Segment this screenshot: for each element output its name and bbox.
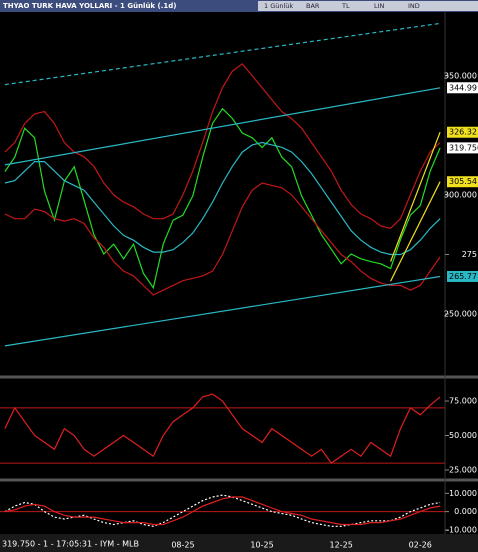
x-tick-label: 08-25	[171, 541, 194, 550]
y-tick-label: 300.000	[444, 190, 477, 199]
toolbar-item[interactable]: 1 Günlük	[264, 2, 293, 10]
x-tick-label: 10-25	[250, 541, 273, 550]
x-tick-label: 12-25	[330, 541, 353, 550]
footer-bar	[0, 534, 478, 552]
price-tag	[447, 82, 478, 94]
toolbar-item[interactable]: IND	[408, 2, 420, 10]
price-tag	[447, 270, 478, 282]
series-line	[4, 141, 441, 256]
series-line	[4, 494, 441, 527]
chart-title: THYAO TURK HAVA YOLLARI - 1 Günlük (.1d)	[3, 2, 176, 10]
price-tag-label: 326.32	[449, 128, 477, 137]
series-line	[4, 182, 441, 296]
panel-divider	[0, 478, 478, 482]
y-tick-label: 75.000	[449, 397, 477, 406]
toolbar	[258, 1, 478, 11]
y-tick-label: 350.000	[444, 71, 477, 80]
price-tag	[447, 176, 478, 188]
y-tick-label: 10.000	[449, 489, 477, 498]
y-tick-label: 50.000	[449, 431, 477, 440]
series-line	[4, 393, 441, 464]
trend-line	[4, 22, 441, 86]
panel-divider	[0, 375, 478, 379]
x-tick-label: 02-26	[409, 541, 432, 550]
y-tick-label: 250.000	[444, 310, 477, 319]
toolbar-item[interactable]: TL	[341, 2, 350, 10]
price-tag-label: 305.54	[449, 177, 477, 186]
y-tick-label: 0.000	[454, 507, 477, 516]
y-tick-label: -10.000	[446, 525, 477, 534]
price-tag-label: 319.750	[449, 143, 478, 152]
series-line	[4, 496, 441, 526]
price-tag-label: 344.99	[449, 83, 477, 92]
status-text: 319.750 - 1 - 17:05:31 - IYM - MLB	[2, 540, 139, 549]
price-tag-label: 265.77	[449, 272, 477, 281]
y-tick-label: 275	[462, 250, 477, 259]
price-tag	[447, 142, 478, 154]
series-line	[4, 107, 441, 290]
trend-line	[390, 181, 441, 282]
price-tag	[447, 126, 478, 138]
toolbar-item[interactable]: LIN	[374, 2, 385, 10]
trend-line	[4, 275, 441, 347]
trend-line	[390, 131, 441, 262]
trend-line	[4, 87, 441, 166]
series-line	[4, 63, 441, 229]
toolbar-item[interactable]: BAR	[306, 2, 320, 10]
y-tick-label: 25.000	[449, 466, 477, 475]
